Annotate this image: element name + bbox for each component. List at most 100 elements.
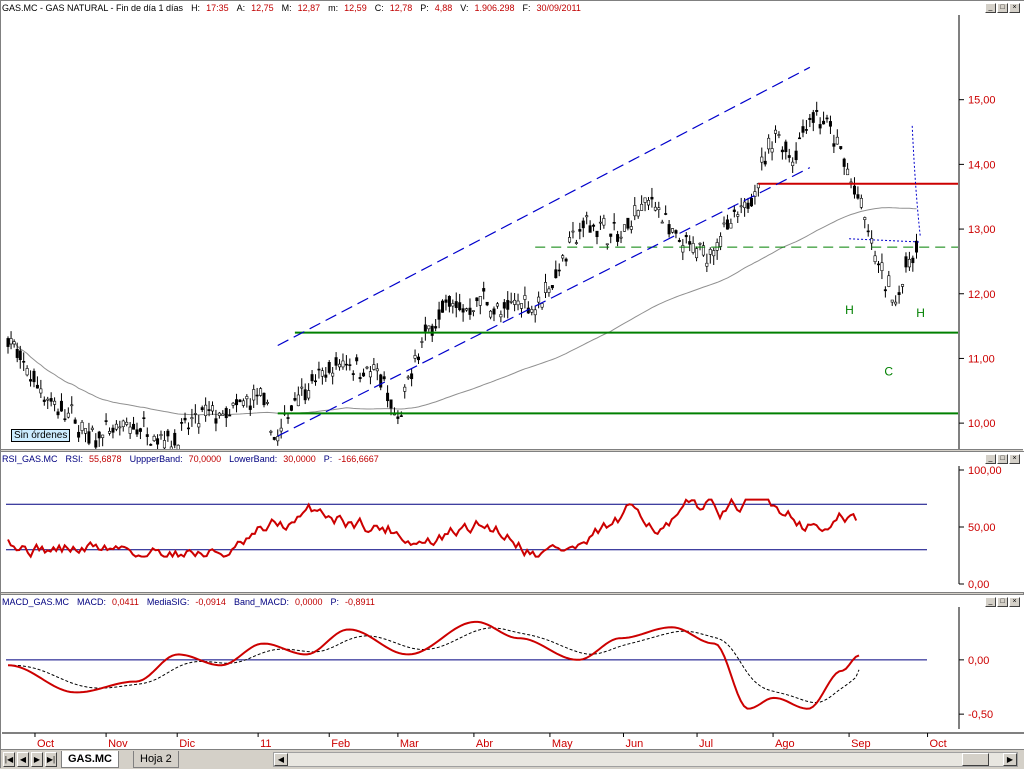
candle-body (787, 155, 791, 158)
scroll-thumb[interactable] (962, 753, 989, 766)
candle-body (166, 430, 170, 437)
close-button[interactable]: × (1009, 597, 1020, 607)
candle-body (386, 392, 390, 402)
candle-body (97, 431, 101, 439)
candle-body (849, 181, 853, 184)
header-value: -0,8911 (345, 597, 375, 607)
candle-body (248, 405, 252, 410)
price-panel[interactable]: 10,00 11,00 12,00 13,00 14,00 15,00 H C H GAS.MC… (2, 1, 1024, 451)
panel-separator[interactable] (1, 449, 1023, 452)
candle-body (471, 310, 475, 312)
candle-body (276, 436, 280, 442)
candle-body (138, 428, 142, 432)
candle-body (736, 214, 740, 217)
candle-body (677, 240, 681, 242)
close-button[interactable]: × (1009, 3, 1020, 13)
x-tick-label: Sep (851, 738, 871, 749)
price-window-buttons: _ □ × (985, 3, 1020, 13)
header-key: H: (191, 3, 201, 13)
candle-body (111, 427, 115, 433)
candle-body (602, 218, 606, 226)
candle-body (598, 221, 602, 224)
maximize-button[interactable]: □ (997, 3, 1008, 13)
candle-body (200, 407, 204, 411)
macd-panel[interactable]: -0,50 0,00 Oct Nov Dic 11 Feb Mar Abr May Jun Jul Ag… (2, 595, 1024, 749)
y-tick-label: 50,00 (968, 522, 996, 534)
tab-hoja-2[interactable]: Hoja 2 (133, 751, 179, 768)
header-value: 12,78 (389, 3, 413, 13)
candle-body (317, 368, 321, 371)
candle-body (348, 364, 352, 366)
minimize-button[interactable]: _ (985, 454, 996, 464)
candle-body (887, 275, 891, 287)
rsi-window-buttons: _ □ × (985, 454, 1020, 464)
maximize-button[interactable]: □ (997, 597, 1008, 607)
candle-body (324, 374, 328, 378)
macd-chart[interactable]: -0,50 0,00 Oct Nov Dic 11 Feb Mar Abr May Jun Jul Ag… (2, 595, 1024, 749)
last-sheet-button[interactable]: ▶| (45, 752, 57, 767)
candle-body (873, 255, 877, 263)
candle-body (537, 296, 541, 303)
minimize-button[interactable]: _ (985, 3, 996, 13)
header-field: GAS.MC - GAS NATURAL - Fin de día 1 días (2, 3, 187, 13)
candle-body (300, 386, 304, 389)
candle-body (344, 363, 348, 366)
header-value: 12,87 (297, 3, 321, 13)
candle-body (286, 417, 290, 419)
candle-body (42, 399, 46, 402)
header-value: -166,6667 (338, 454, 379, 464)
y-tick-label: 12,00 (968, 289, 996, 301)
scroll-left-button[interactable]: ◀ (274, 753, 288, 766)
candle-body (413, 355, 417, 359)
price-chart[interactable]: 10,00 11,00 12,00 13,00 14,00 15,00 H C H (2, 1, 1024, 451)
candle-body (540, 303, 544, 308)
candle-body (643, 197, 647, 203)
candle-body (513, 299, 517, 305)
orders-status-label[interactable]: Sin órdenes (11, 429, 71, 442)
scroll-right-button[interactable]: ▶ (1003, 753, 1017, 766)
candle-body (12, 341, 16, 345)
candle-body (502, 302, 506, 309)
panel-separator[interactable] (1, 592, 1023, 595)
minimize-button[interactable]: _ (985, 597, 996, 607)
horizontal-scrollbar[interactable]: ◀ ▶ (273, 752, 1018, 767)
candle-body (695, 248, 699, 259)
header-key: LowerBand: (229, 454, 278, 464)
header-field: F: 30/09/2011 (523, 3, 585, 13)
candle-body (544, 282, 548, 293)
candle-body (83, 428, 87, 434)
prev-sheet-button[interactable]: ◀ (17, 752, 29, 767)
candle-body (35, 384, 39, 389)
candle-body (9, 338, 13, 345)
tab-gas-mc[interactable]: GAS.MC (61, 751, 119, 768)
candle-body (272, 437, 276, 440)
candle-body (296, 394, 300, 407)
candle-body (396, 416, 400, 419)
candle-body (362, 372, 366, 377)
candle-body (145, 434, 149, 437)
candle-body (798, 137, 802, 140)
candle-body (574, 242, 578, 244)
first-sheet-button[interactable]: |◀ (3, 752, 15, 767)
rsi-panel[interactable]: 0,00 50,00 100,00 RSI_GAS.MC RSI: 55,6878 Upp… (2, 452, 1024, 592)
next-sheet-button[interactable]: ▶ (31, 752, 43, 767)
candle-body (485, 301, 489, 306)
candle-body (18, 350, 22, 361)
maximize-button[interactable]: □ (997, 454, 1008, 464)
candle-body (749, 197, 753, 207)
header-key: C: (374, 3, 384, 13)
candle-body (368, 371, 372, 378)
candle-body (437, 309, 441, 320)
rsi-chart[interactable]: 0,00 50,00 100,00 (2, 452, 1024, 592)
y-tick-label: 100,00 (968, 465, 1002, 477)
candle-body (39, 388, 43, 394)
candle-body (818, 124, 822, 129)
candle-body (231, 402, 235, 406)
header-key: MACD: (77, 597, 107, 607)
candle-body (420, 341, 424, 343)
candle-body (688, 241, 692, 245)
candle-body (197, 423, 201, 428)
candle-body (715, 242, 719, 251)
candle-body (568, 237, 572, 243)
close-button[interactable]: × (1009, 454, 1020, 464)
